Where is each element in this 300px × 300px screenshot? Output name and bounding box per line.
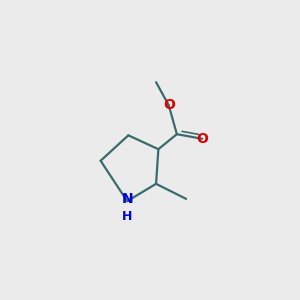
Text: H: H — [122, 210, 132, 223]
Text: N: N — [122, 192, 133, 206]
Text: O: O — [196, 132, 208, 146]
Text: O: O — [163, 98, 175, 112]
